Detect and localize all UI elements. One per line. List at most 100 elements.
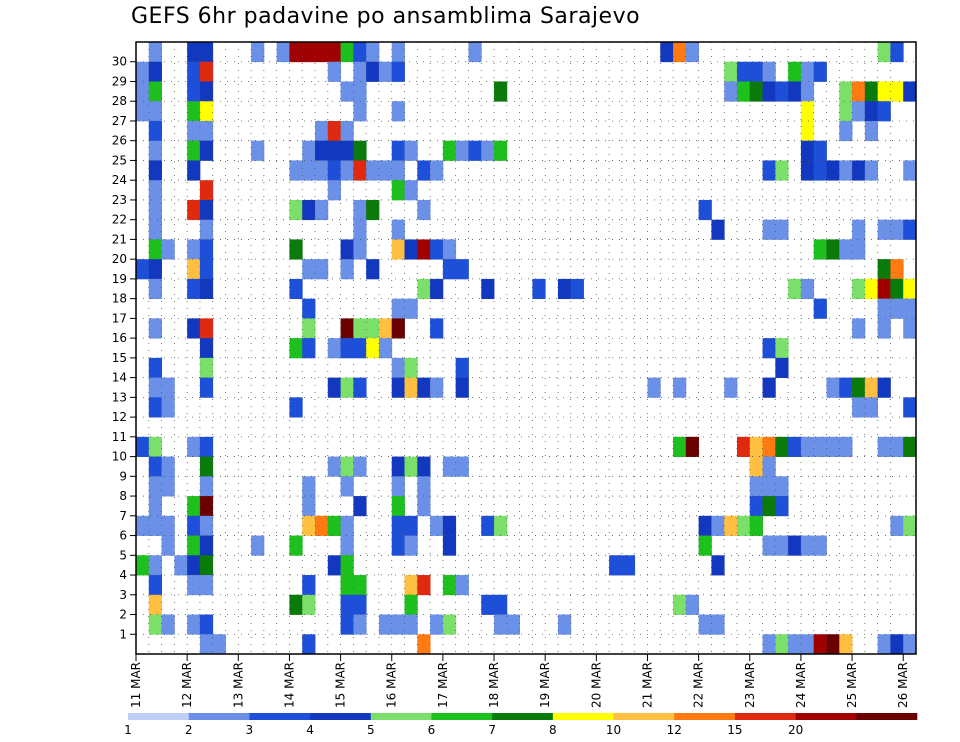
heatmap-cell [391,101,405,122]
heatmap-cell [481,515,495,536]
heatmap-cell [289,239,303,260]
heatmap-cell [148,219,162,240]
heatmap-cell [302,496,316,517]
heatmap-cell [378,338,393,359]
heatmap-cell [187,278,201,300]
heatmap-cell [199,199,214,221]
heatmap-cell [187,436,201,457]
heatmap-cell [455,357,469,379]
heatmap-cell [378,318,393,339]
heatmap-cell [826,377,840,398]
colorbar-label: 3 [246,723,254,737]
heatmap-cell [890,219,904,240]
heatmap-cell [788,634,802,655]
y-tick-label: 8 [119,489,127,503]
heatmap-cell [877,81,891,102]
heatmap-cell [187,120,201,142]
heatmap-cell [762,219,776,240]
heatmap-cell [148,278,162,300]
heatmap-cell [417,239,431,260]
heatmap-cell [187,496,201,517]
heatmap-cell [430,239,444,260]
heatmap-cell [199,476,214,497]
heatmap-cell [315,259,329,280]
heatmap-cell [148,436,162,457]
heatmap-cell [340,42,354,63]
heatmap-cell [852,219,866,240]
heatmap-cell [826,634,840,655]
x-tick-label: 23 MAR [743,662,757,708]
y-tick-label: 22 [112,213,127,227]
heatmap-cell [148,101,162,122]
plot-frame [135,41,917,655]
heatmap-cell [199,259,214,280]
heatmap-cell [494,81,508,102]
heatmap-cell [302,298,316,319]
heatmap-cell [647,377,661,398]
x-axis: 11 MAR 12 MAR 13 MAR 14 MAR 15 MAR 16 MAR 17 M… [129,654,910,708]
heatmap-cell [148,140,162,161]
heatmap-cell [315,515,329,536]
heatmap-cell [378,614,393,635]
colorbar-label: 2 [185,723,193,737]
heatmap-cell [711,614,725,635]
heatmap-cell [749,81,763,102]
heatmap-cell [187,515,201,536]
heatmap-cell [187,160,201,181]
colorbar-label: 7 [488,723,496,737]
heatmap-cell [391,377,405,398]
heatmap-cell [775,160,789,181]
colorbar-label: 1 [124,723,132,737]
heatmap-cell [353,338,367,359]
colorbar-swatch [734,713,796,720]
heatmap-cell [199,338,214,359]
heatmap-cell [826,239,840,260]
heatmap-cell [852,239,866,260]
heatmap-cell [340,160,354,181]
heatmap-cell [903,397,917,418]
heatmap-cell [199,555,214,576]
heatmap-cell [775,81,789,102]
heatmap-cell [800,140,815,161]
heatmap-cell [800,278,815,300]
heatmap-cell [673,42,687,63]
heatmap-cell [148,318,162,339]
colorbar-label: 12 [667,723,682,737]
heatmap-cell [148,594,162,615]
heatmap-cell [340,594,354,615]
heatmap-cell [864,397,879,418]
heatmap-cell [340,456,354,477]
heatmap-cell [430,377,444,398]
heatmap-cell [199,357,214,379]
heatmap-cell [391,614,405,635]
chart-title: GEFS 6hr padavine po ansamblima Sarajevo [131,4,641,29]
heatmap-cell [161,535,175,556]
heatmap-cell [455,140,469,161]
heatmap-cell [455,575,469,596]
heatmap-cell [442,259,457,280]
x-tick-label: 20 MAR [589,662,603,708]
heatmap-cell [660,42,674,63]
heatmap-cell [327,120,341,142]
heatmap-cell [417,634,431,655]
y-tick-label: 13 [112,390,127,404]
heatmap-cell [877,298,891,319]
heatmap-cell [890,42,904,63]
heatmap-cell [494,594,508,615]
heatmap-cell [481,278,495,300]
heatmap-cell [199,120,214,142]
heatmap-cell [698,535,712,556]
heatmap-cell [187,199,201,221]
y-tick-label: 29 [112,74,127,88]
heatmap-cell [404,456,418,477]
heatmap-cell [315,199,329,221]
heatmap-cell [161,239,175,260]
heatmap-cell [890,278,904,300]
y-tick-label: 15 [112,351,127,365]
heatmap-cell [340,377,354,398]
heatmap-cell [826,160,840,181]
heatmap-cell [391,42,405,63]
heatmap-cell [839,239,853,260]
x-tick-label: 19 MAR [538,662,552,708]
heatmap-cell [199,61,214,82]
